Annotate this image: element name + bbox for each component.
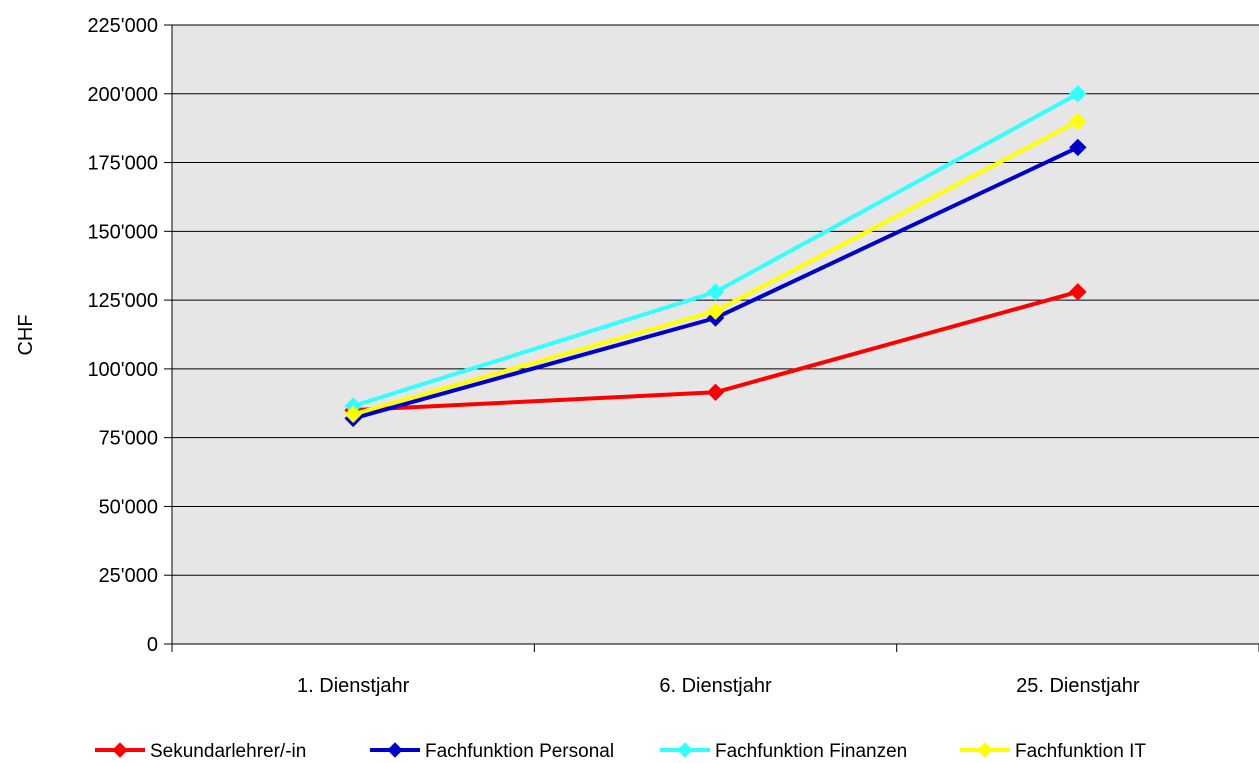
legend-label: Fachfunktion Finanzen <box>715 741 907 762</box>
axes <box>171 25 1259 652</box>
legend-marker <box>677 742 693 758</box>
y-tick-label: 125'000 <box>87 290 158 312</box>
legend-marker <box>112 742 128 758</box>
legend-item: Fachfunktion IT <box>960 741 1146 762</box>
legend-label: Fachfunktion Personal <box>425 741 614 762</box>
data-point <box>706 283 725 301</box>
y-tick-label: 0 <box>147 634 158 656</box>
data-point <box>706 302 725 320</box>
data-point <box>1069 85 1087 103</box>
series-group <box>344 85 1087 428</box>
y-tick-label: 200'000 <box>87 84 158 106</box>
y-tick-label: 75'000 <box>99 428 158 450</box>
x-tick-label: 1. Dienstjahr <box>297 675 410 697</box>
y-tick-label: 50'000 <box>99 496 158 518</box>
y-tick-label: 25'000 <box>99 565 158 587</box>
data-point <box>1069 138 1087 157</box>
y-tick-label: 100'000 <box>87 359 158 381</box>
y-tick-label: 150'000 <box>87 221 158 243</box>
legend-marker <box>387 742 403 758</box>
data-point <box>1069 283 1087 301</box>
y-axis-title: CHF <box>15 314 37 355</box>
y-tick-labels: 0 25'000 50'000 75'000 100'000 125'000 150'000… <box>87 15 158 656</box>
series-4 <box>344 112 1087 423</box>
plot-area <box>172 25 1259 644</box>
legend-label: Fachfunktion IT <box>1015 741 1146 762</box>
x-tick-label: 6. Dienstjahr <box>659 675 772 697</box>
legend-item: Fachfunktion Personal <box>370 741 614 762</box>
legend-item: Sekundarlehrer/-in <box>95 741 306 762</box>
legend: Sekundarlehrer/-in Fachfunktion Personal F… <box>95 741 1146 762</box>
legend-label: Sekundarlehrer/-in <box>150 741 306 762</box>
legend-marker <box>977 742 993 758</box>
x-tick-labels: 1. Dienstjahr 6. Dienstjahr 25. Dienstjahr <box>297 675 1140 697</box>
data-point <box>706 383 725 401</box>
data-point <box>344 405 362 423</box>
y-tick-label: 175'000 <box>87 153 158 175</box>
x-tick-label: 25. Dienstjahr <box>1016 675 1140 697</box>
y-tick-label: 225'000 <box>87 15 158 37</box>
data-point <box>1069 112 1087 130</box>
legend-item: Fachfunktion Finanzen <box>660 741 907 762</box>
